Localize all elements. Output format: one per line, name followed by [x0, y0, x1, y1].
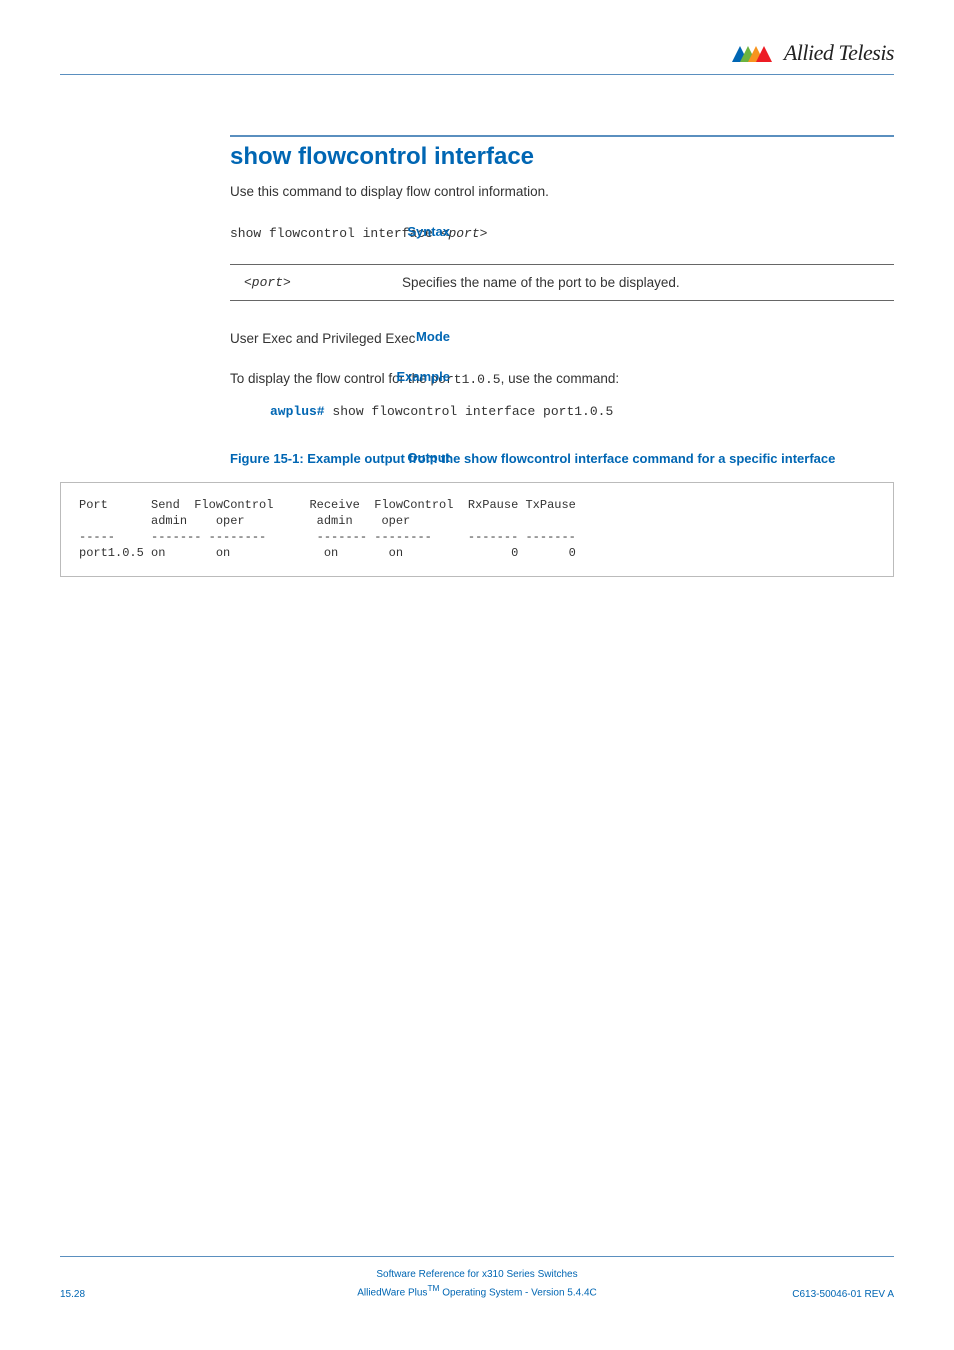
param-desc: Specifies the name of the port to be dis…	[388, 264, 894, 300]
brand-name: Allied Telesis	[784, 40, 894, 66]
param-name: <port>	[230, 264, 388, 300]
example-label: Example	[290, 369, 450, 384]
command-title: show flowcontrol interface	[230, 143, 894, 171]
footer-tm: TM	[427, 1283, 439, 1293]
param-row: <port> Specifies the name of the port to…	[230, 264, 894, 300]
footer-line1: Software Reference for x310 Series Switc…	[200, 1267, 754, 1282]
content: show flowcontrol interface Use this comm…	[230, 135, 894, 577]
footer: 15.28 Software Reference for x310 Series…	[60, 1256, 894, 1300]
command-description: Use this command to display flow control…	[230, 183, 894, 202]
param-table: <port> Specifies the name of the port to…	[230, 264, 894, 301]
syntax-section: Syntax show flowcontrol interface <port>…	[230, 224, 894, 301]
example-prompt: awplus#	[270, 404, 325, 419]
header: Allied Telesis	[60, 40, 894, 66]
example-text-post: , use the command:	[501, 371, 620, 386]
output-block: Port Send FlowControl Receive FlowContro…	[60, 482, 894, 577]
footer-line2: AlliedWare PlusTM Operating System - Ver…	[200, 1282, 754, 1300]
page: Allied Telesis show flowcontrol interfac…	[0, 0, 954, 1330]
mode-section: Mode User Exec and Privileged Exec	[230, 329, 894, 349]
header-rule	[60, 74, 894, 75]
example-cmd: show flowcontrol interface port1.0.5	[325, 404, 614, 419]
output-label: Output	[290, 450, 450, 465]
footer-doc-ref: C613-50046-01 REV A	[754, 1289, 894, 1300]
example-section: Example To display the flow control for …	[230, 369, 894, 420]
footer-line2-post: Operating System - Version 5.4.4C	[439, 1287, 596, 1298]
output-section: Output Figure 15-1: Example output from …	[230, 450, 894, 577]
footer-line2-pre: AlliedWare Plus	[357, 1287, 427, 1298]
brand-mark-icon	[732, 42, 778, 64]
title-rule	[230, 135, 894, 137]
footer-page-num: 15.28	[60, 1289, 200, 1300]
syntax-label: Syntax	[290, 224, 450, 239]
footer-center: Software Reference for x310 Series Switc…	[200, 1267, 754, 1300]
mode-label: Mode	[290, 329, 450, 344]
brand-logo: Allied Telesis	[732, 40, 894, 66]
example-command-line: awplus# show flowcontrol interface port1…	[270, 402, 894, 420]
